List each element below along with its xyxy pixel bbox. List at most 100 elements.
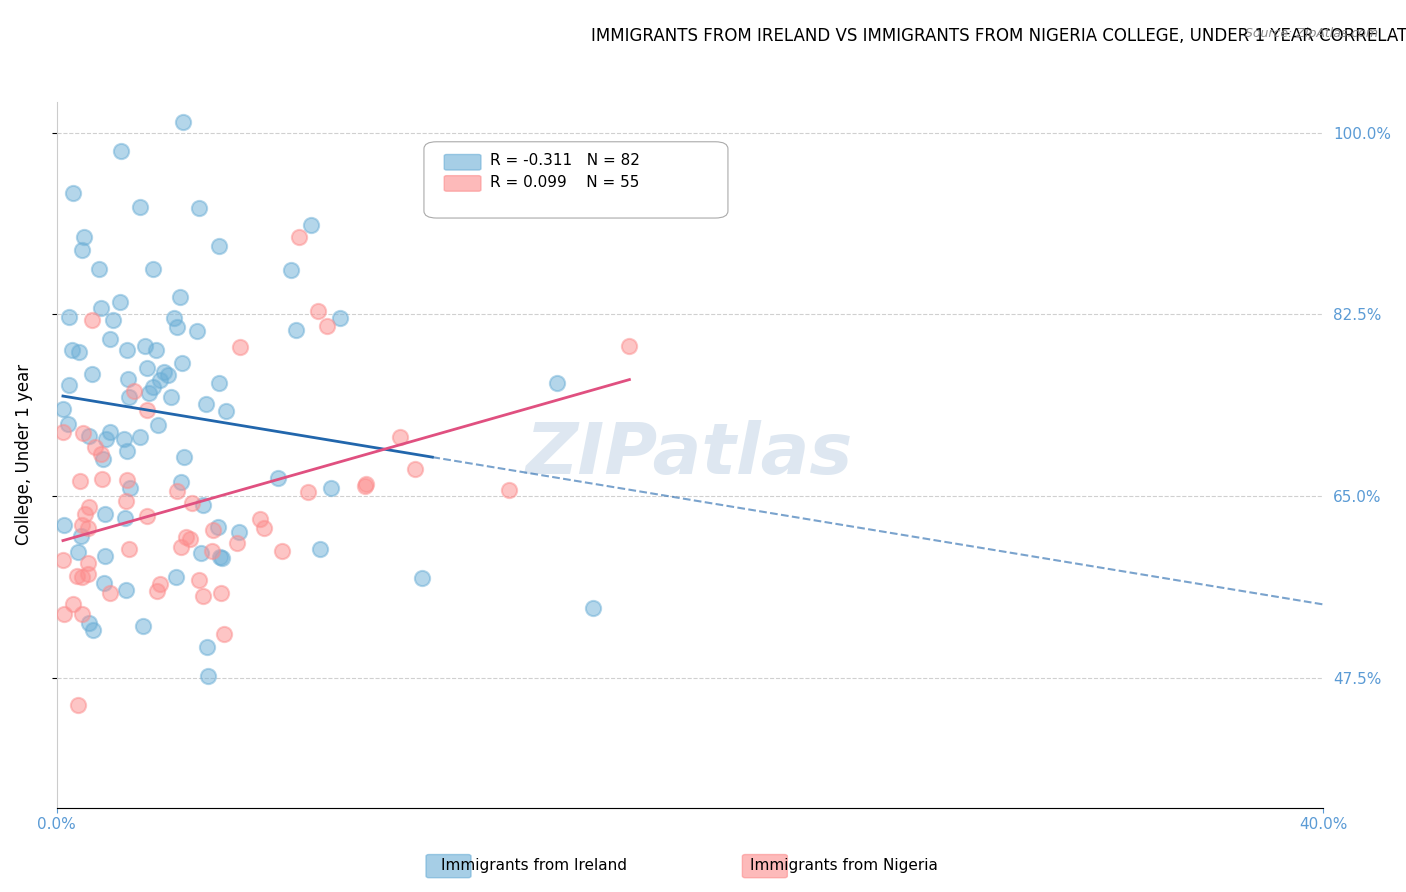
Immigrants from Ireland xyxy=(285,323,308,337)
Immigrants from Nigeria xyxy=(70,570,93,584)
Immigrants from Ireland xyxy=(190,546,212,560)
Immigrants from Ireland xyxy=(58,310,80,324)
Immigrants from Ireland xyxy=(146,417,169,432)
Immigrants from Ireland xyxy=(329,311,352,326)
Y-axis label: College, Under 1 year: College, Under 1 year xyxy=(15,364,32,545)
Immigrants from Nigeria xyxy=(226,535,249,549)
Immigrants from Nigeria xyxy=(77,521,100,535)
Immigrants from Ireland xyxy=(211,550,233,565)
Immigrants from Nigeria xyxy=(354,477,377,491)
Immigrants from Ireland xyxy=(62,186,84,200)
Immigrants from Ireland xyxy=(142,261,165,276)
Immigrants from Nigeria xyxy=(288,229,311,244)
Immigrants from Ireland xyxy=(166,319,188,334)
Immigrants from Nigeria xyxy=(249,512,271,526)
Immigrants from Ireland xyxy=(93,576,115,591)
Immigrants from Ireland xyxy=(98,425,121,440)
Immigrants from Nigeria xyxy=(62,597,84,611)
Immigrants from Ireland xyxy=(56,417,79,431)
Immigrants from Nigeria xyxy=(52,553,75,567)
Immigrants from Ireland xyxy=(228,524,250,539)
Immigrants from Ireland xyxy=(103,313,125,327)
Immigrants from Ireland xyxy=(186,325,208,339)
Immigrants from Ireland xyxy=(60,343,83,358)
Immigrants from Nigeria xyxy=(353,479,375,493)
Immigrants from Nigeria xyxy=(181,496,204,510)
Immigrants from Nigeria xyxy=(79,500,101,515)
Text: Immigrants from Ireland: Immigrants from Ireland xyxy=(441,858,627,872)
Immigrants from Ireland xyxy=(70,529,93,543)
Immigrants from Nigeria xyxy=(201,523,224,537)
Immigrants from Ireland xyxy=(195,640,218,654)
Text: ZIPatlas: ZIPatlas xyxy=(526,420,853,489)
Immigrants from Ireland xyxy=(108,295,131,310)
Immigrants from Ireland xyxy=(114,432,136,446)
Immigrants from Ireland xyxy=(132,618,155,632)
Immigrants from Ireland xyxy=(145,343,167,357)
Immigrants from Ireland xyxy=(82,623,104,637)
Immigrants from Ireland xyxy=(89,261,111,276)
Immigrants from Ireland xyxy=(94,432,117,446)
FancyBboxPatch shape xyxy=(444,154,481,170)
Immigrants from Ireland xyxy=(117,390,139,404)
Immigrants from Nigeria xyxy=(271,544,294,558)
Immigrants from Ireland xyxy=(149,373,172,387)
Immigrants from Ireland xyxy=(52,401,75,416)
Immigrants from Nigeria xyxy=(72,607,94,621)
Immigrants from Nigeria xyxy=(65,568,87,582)
Immigrants from Nigeria xyxy=(201,543,224,558)
Immigrants from Ireland xyxy=(117,372,139,386)
Immigrants from Ireland xyxy=(215,404,238,418)
Immigrants from Ireland xyxy=(67,344,90,359)
Immigrants from Nigeria xyxy=(115,493,138,508)
Immigrants from Ireland xyxy=(172,115,194,129)
Immigrants from Nigeria xyxy=(188,573,211,587)
Immigrants from Ireland xyxy=(118,481,141,495)
Immigrants from Ireland xyxy=(136,361,159,376)
Immigrants from Ireland xyxy=(58,378,80,392)
Immigrants from Ireland xyxy=(207,520,229,534)
Immigrants from Nigeria xyxy=(252,521,274,535)
Text: IMMIGRANTS FROM IRELAND VS IMMIGRANTS FROM NIGERIA COLLEGE, UNDER 1 YEAR CORRELA: IMMIGRANTS FROM IRELAND VS IMMIGRANTS FR… xyxy=(591,27,1406,45)
Immigrants from Nigeria xyxy=(619,339,641,353)
Immigrants from Ireland xyxy=(77,429,100,443)
Immigrants from Nigeria xyxy=(52,425,75,440)
Immigrants from Ireland xyxy=(129,430,152,444)
Immigrants from Ireland xyxy=(115,343,138,357)
Immigrants from Ireland xyxy=(208,549,231,564)
Immigrants from Ireland xyxy=(267,471,290,485)
Immigrants from Nigeria xyxy=(179,532,201,546)
Immigrants from Ireland xyxy=(170,356,193,370)
Immigrants from Ireland xyxy=(169,290,191,304)
Immigrants from Nigeria xyxy=(193,589,215,603)
Immigrants from Ireland xyxy=(157,368,180,382)
Immigrants from Nigeria xyxy=(70,518,93,533)
FancyBboxPatch shape xyxy=(425,142,728,218)
Text: R = -0.311   N = 82: R = -0.311 N = 82 xyxy=(489,153,640,169)
Immigrants from Nigeria xyxy=(166,483,188,498)
Immigrants from Ireland xyxy=(208,376,231,391)
Immigrants from Ireland xyxy=(53,517,76,532)
Immigrants from Nigeria xyxy=(404,462,426,476)
Immigrants from Ireland xyxy=(301,218,323,232)
Immigrants from Ireland xyxy=(115,443,138,458)
Immigrants from Nigeria xyxy=(90,447,112,461)
Immigrants from Ireland xyxy=(165,570,187,584)
Immigrants from Ireland xyxy=(191,498,214,512)
Immigrants from Nigeria xyxy=(214,627,236,641)
Immigrants from Nigeria xyxy=(169,540,191,554)
Immigrants from Ireland xyxy=(114,510,136,524)
Immigrants from Nigeria xyxy=(149,576,172,591)
Immigrants from Ireland xyxy=(91,452,114,467)
Immigrants from Ireland xyxy=(170,475,193,489)
Text: Source: ZipAtlas.com: Source: ZipAtlas.com xyxy=(1244,27,1378,40)
Immigrants from Ireland xyxy=(194,397,217,411)
Immigrants from Nigeria xyxy=(136,508,159,523)
Immigrants from Nigeria xyxy=(229,340,252,354)
Immigrants from Ireland xyxy=(208,238,231,252)
Immigrants from Nigeria xyxy=(90,472,112,486)
Immigrants from Ireland xyxy=(142,379,165,393)
Immigrants from Ireland xyxy=(73,230,96,244)
Immigrants from Nigeria xyxy=(209,586,232,600)
Immigrants from Nigeria xyxy=(389,430,412,444)
